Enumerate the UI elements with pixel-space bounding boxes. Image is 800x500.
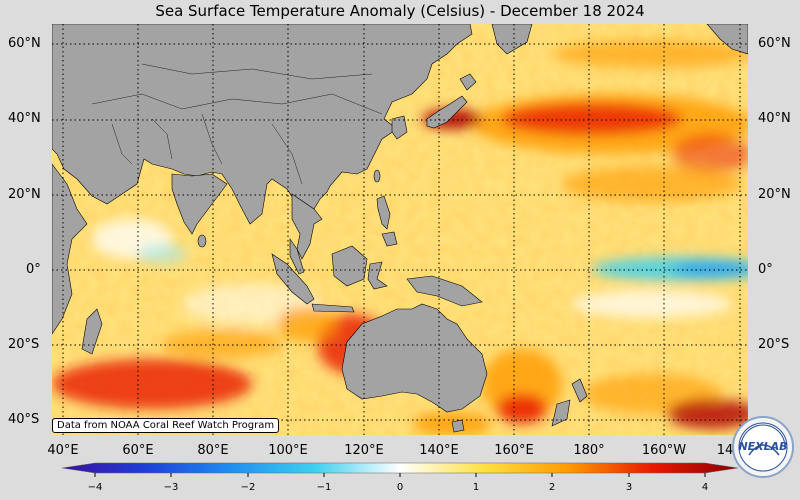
lon-label-80e: 80°E: [197, 443, 229, 458]
data-credit: Data from NOAA Coral Reef Watch Program: [52, 418, 280, 433]
lon-label-180: 180°: [573, 443, 605, 458]
land: [52, 24, 748, 433]
nexlab-logo: NEXLAB: [732, 416, 794, 478]
lat-label-20n-left: 20°N: [8, 187, 41, 202]
colorbar: [61, 462, 739, 477]
lat-label-40s-left: 40°S: [8, 412, 40, 427]
colorbar-ticks: [94, 473, 706, 477]
lat-label-20n-right: 20°N: [758, 187, 791, 202]
country-borders: [91, 63, 383, 185]
colorbar-tick-label: 3: [625, 482, 633, 493]
lon-label-160e: 160°E: [494, 443, 534, 458]
map-title: Sea Surface Temperature Anomaly (Celsius…: [155, 2, 645, 20]
colorbar-tick-label: 4: [701, 482, 709, 493]
colorbar-ramp: [61, 462, 739, 474]
colorbar-tick-label: 0: [396, 482, 404, 493]
lon-label-120e: 120°E: [344, 443, 384, 458]
lon-label-40e: 40°E: [47, 443, 79, 458]
colorbar-tick-label: 2: [548, 482, 556, 493]
lat-label-40n-left: 40°N: [8, 111, 41, 126]
lat-label-0-right: 0°: [758, 262, 773, 277]
lat-label-20s-left: 20°S: [8, 337, 40, 352]
lat-label-20s-right: 20°S: [758, 337, 790, 352]
graticule: [52, 24, 748, 435]
lat-label-60n-left: 60°N: [8, 36, 41, 51]
anomaly-patches: [52, 40, 748, 435]
colorbar-tick-label: −3: [163, 482, 179, 493]
colorbar-tick-label: −4: [87, 482, 103, 493]
colorbar-tick-label: −2: [240, 482, 256, 493]
lon-label-60e: 60°E: [122, 443, 154, 458]
lat-label-40n-right: 40°N: [758, 111, 791, 126]
colorbar-tick-label: −1: [316, 482, 332, 493]
colorbar-tick-label: 1: [472, 482, 480, 493]
lon-label-100e: 100°E: [268, 443, 308, 458]
lon-label-140w-partial: 14: [716, 443, 734, 458]
lon-label-160w: 160°W: [641, 443, 687, 458]
logo-text: NEXLAB: [738, 440, 787, 453]
sst-anomaly-map: [52, 24, 748, 435]
lat-label-60n-right: 60°N: [758, 36, 791, 51]
lon-label-140e: 140°E: [419, 443, 459, 458]
lat-label-0-left: 0°: [26, 262, 41, 277]
